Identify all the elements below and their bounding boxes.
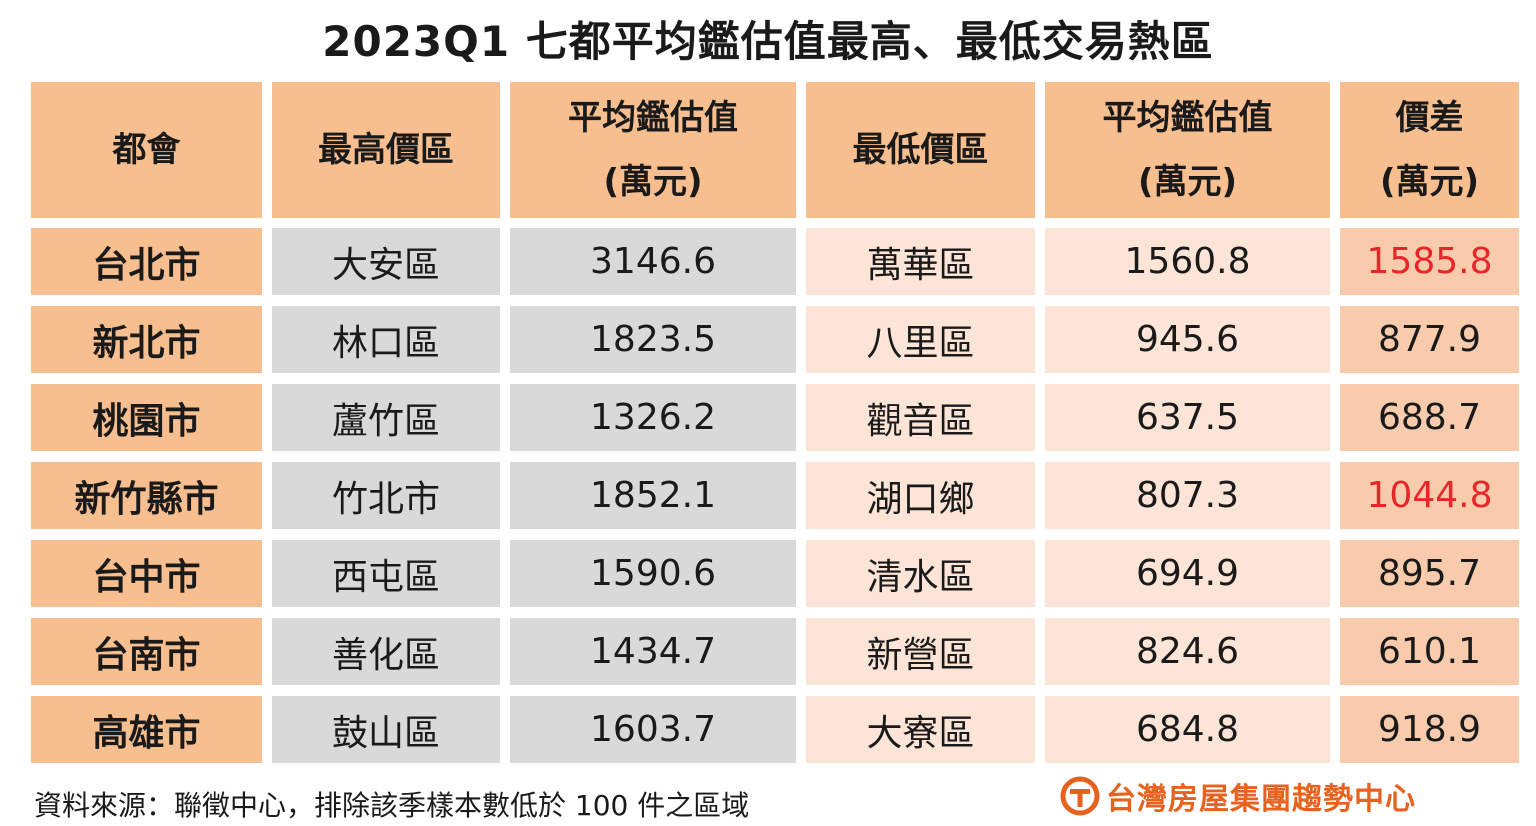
metro-cell: 台中市 xyxy=(31,540,262,607)
diff-cell: 895.7 xyxy=(1340,540,1519,607)
header-label: 平均鑑估值 xyxy=(1102,98,1273,138)
header-low-value: 平均鑑估值 (萬元) xyxy=(1045,82,1330,218)
metro-cell: 新竹縣市 xyxy=(31,462,262,529)
header-unit: (萬元) xyxy=(1137,162,1238,202)
header-unit: (萬元) xyxy=(1379,162,1480,202)
header-metro: 都會 xyxy=(31,82,262,218)
high-value-cell: 1326.2 xyxy=(510,384,796,451)
header-label: 最低價區 xyxy=(852,130,989,170)
low-value-cell: 945.6 xyxy=(1045,306,1330,373)
metro-cell: 桃園市 xyxy=(31,384,262,451)
high-value-cell: 3146.6 xyxy=(510,228,796,295)
metro-cell: 高雄市 xyxy=(31,696,262,763)
low-area-cell: 新營區 xyxy=(806,618,1035,685)
high-value-cell: 1603.7 xyxy=(510,696,796,763)
high-area-cell: 竹北市 xyxy=(272,462,500,529)
high-value-cell: 1434.7 xyxy=(510,618,796,685)
low-area-cell: 八里區 xyxy=(806,306,1035,373)
header-label: 都會 xyxy=(112,130,181,170)
high-area-cell: 蘆竹區 xyxy=(272,384,500,451)
low-area-cell: 湖口鄉 xyxy=(806,462,1035,529)
header-low-area: 最低價區 xyxy=(806,82,1035,218)
diff-cell: 610.1 xyxy=(1340,618,1519,685)
diff-cell: 688.7 xyxy=(1340,384,1519,451)
low-value-cell: 824.6 xyxy=(1045,618,1330,685)
high-area-cell: 鼓山區 xyxy=(272,696,500,763)
metro-cell: 台南市 xyxy=(31,618,262,685)
low-area-cell: 清水區 xyxy=(806,540,1035,607)
low-area-cell: 萬華區 xyxy=(806,228,1035,295)
high-area-cell: 善化區 xyxy=(272,618,500,685)
header-high-area: 最高價區 xyxy=(272,82,500,218)
high-value-cell: 1590.6 xyxy=(510,540,796,607)
diff-cell: 877.9 xyxy=(1340,306,1519,373)
high-value-cell: 1852.1 xyxy=(510,462,796,529)
diff-cell: 1044.8 xyxy=(1340,462,1519,529)
diff-cell: 918.9 xyxy=(1340,696,1519,763)
header-label: 平均鑑估值 xyxy=(568,98,738,138)
metro-cell: 新北市 xyxy=(31,306,262,373)
logo-mark-icon xyxy=(1060,776,1100,816)
low-value-cell: 637.5 xyxy=(1045,384,1330,451)
header-unit: (萬元) xyxy=(603,162,703,202)
high-area-cell: 西屯區 xyxy=(272,540,500,607)
page-title: 2023Q1 七都平均鑑估值最高、最低交易熱區 xyxy=(322,17,1214,66)
header-label: 價差 xyxy=(1395,98,1464,138)
low-area-cell: 大寮區 xyxy=(806,696,1035,763)
logo-text: 台灣房屋集團趨勢中心 xyxy=(1106,782,1416,817)
header-label: 最高價區 xyxy=(318,130,454,170)
source-note: 資料來源：聯徵中心，排除該季樣本數低於 100 件之區域 xyxy=(34,789,750,822)
header-diff: 價差 (萬元) xyxy=(1340,82,1519,218)
low-value-cell: 807.3 xyxy=(1045,462,1330,529)
low-area-cell: 觀音區 xyxy=(806,384,1035,451)
low-value-cell: 694.9 xyxy=(1045,540,1330,607)
header-high-value: 平均鑑估值 (萬元) xyxy=(510,82,796,218)
metro-cell: 台北市 xyxy=(31,228,262,295)
high-area-cell: 大安區 xyxy=(272,228,500,295)
low-value-cell: 684.8 xyxy=(1045,696,1330,763)
brand-logo: 台灣房屋集團趨勢中心 xyxy=(1060,774,1416,818)
high-value-cell: 1823.5 xyxy=(510,306,796,373)
high-area-cell: 林口區 xyxy=(272,306,500,373)
diff-cell: 1585.8 xyxy=(1340,228,1519,295)
low-value-cell: 1560.8 xyxy=(1045,228,1330,295)
data-table: 都會 最高價區 平均鑑估值 (萬元) 最低價區 平均鑑估值 (萬元) 價差 (萬… xyxy=(31,82,1519,774)
